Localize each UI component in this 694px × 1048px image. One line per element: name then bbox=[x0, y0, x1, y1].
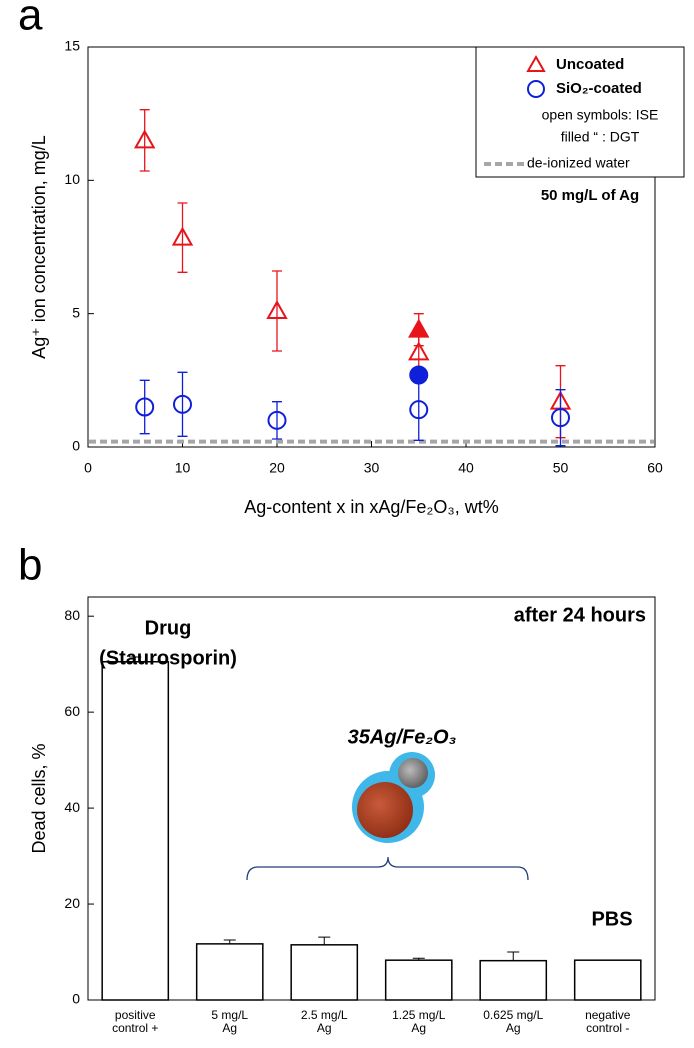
circle-marker bbox=[267, 410, 287, 430]
circle-marker bbox=[409, 365, 429, 385]
bar bbox=[573, 959, 642, 1001]
error-bar bbox=[318, 936, 331, 945]
x-tick-label: 0.625 mg/L bbox=[483, 1008, 543, 1022]
y-tick-label: 60 bbox=[64, 703, 80, 719]
bar bbox=[384, 959, 453, 1001]
bar bbox=[195, 943, 264, 1001]
legend-label: de-ionized water bbox=[527, 155, 630, 171]
x-tick-label: Ag bbox=[411, 1021, 426, 1035]
annotation: PBS bbox=[591, 908, 632, 930]
bar bbox=[290, 944, 359, 1001]
annotation: 35Ag/Fe₂O₃ bbox=[348, 726, 457, 748]
error-bar bbox=[177, 371, 188, 437]
x-tick-label: 30 bbox=[364, 460, 380, 476]
triangle-marker bbox=[408, 341, 430, 361]
triangle-marker bbox=[133, 129, 156, 149]
x-tick-label: control + bbox=[112, 1021, 158, 1035]
x-tick-label: 2.5 mg/L bbox=[301, 1008, 348, 1022]
annotation: after 24 hours bbox=[514, 604, 646, 626]
x-tick-label: 40 bbox=[458, 460, 474, 476]
error-bar bbox=[129, 656, 142, 662]
circle-marker bbox=[135, 397, 155, 417]
legend-box bbox=[475, 46, 685, 178]
panel-label: a bbox=[18, 0, 43, 40]
x-tick-label: Ag bbox=[506, 1021, 521, 1035]
y-tick-label: 0 bbox=[72, 991, 80, 1007]
circle-marker bbox=[173, 394, 192, 414]
x-tick-label: 60 bbox=[647, 460, 663, 476]
circle-marker bbox=[551, 408, 570, 428]
x-tick-label: positive bbox=[115, 1008, 156, 1022]
x-tick-label: 0 bbox=[84, 460, 92, 476]
y-tick-label: 20 bbox=[64, 895, 80, 911]
error-bar bbox=[555, 389, 566, 447]
error-bar bbox=[139, 109, 150, 172]
legend-label: SiO₂-coated bbox=[556, 80, 642, 97]
bracket bbox=[246, 856, 529, 881]
y-tick-label: 5 bbox=[72, 304, 80, 320]
y-tick-label: 15 bbox=[64, 38, 80, 54]
triangle-marker bbox=[171, 226, 194, 246]
y-tick-label: 0 bbox=[72, 438, 80, 454]
x-tick-label: control - bbox=[586, 1021, 629, 1035]
error-bar bbox=[507, 951, 520, 961]
x-axis-label: Ag-content x in xAg/Fe₂O₃, wt% bbox=[244, 497, 498, 517]
y-axis-label: Ag⁺ ion concentration, mg/L bbox=[29, 135, 49, 359]
legend-marker bbox=[526, 54, 546, 72]
x-tick-label: negative bbox=[585, 1008, 631, 1022]
annotation: 50 mg/L of Ag bbox=[541, 187, 639, 204]
error-bar bbox=[272, 401, 282, 440]
bar bbox=[479, 959, 548, 1001]
legend-note: filled “ : DGT bbox=[561, 129, 640, 145]
x-tick-label: Ag bbox=[222, 1021, 237, 1035]
y-tick-label: 40 bbox=[64, 799, 80, 815]
error-bar bbox=[272, 270, 282, 352]
plot-frame bbox=[87, 596, 656, 1001]
circle-marker bbox=[409, 400, 429, 420]
particle-icon bbox=[352, 752, 435, 843]
x-tick-label: Ag bbox=[317, 1021, 332, 1035]
bar bbox=[101, 661, 170, 1001]
triangle-marker bbox=[266, 299, 288, 319]
annotation: Drug bbox=[145, 617, 192, 639]
x-tick-label: 5 mg/L bbox=[211, 1008, 248, 1022]
panel-label: b bbox=[18, 541, 42, 590]
annotation: (Staurosporin) bbox=[99, 647, 237, 669]
legend-note: open symbols: ISE bbox=[542, 107, 659, 123]
error-bar bbox=[177, 202, 188, 273]
x-tick-label: 20 bbox=[269, 460, 285, 476]
y-tick-label: 10 bbox=[64, 171, 80, 187]
x-tick-label: 1.25 mg/L bbox=[392, 1008, 446, 1022]
error-bar bbox=[139, 379, 150, 435]
triangle-marker bbox=[408, 318, 430, 338]
y-axis-label: Dead cells, % bbox=[29, 743, 49, 853]
y-tick-label: 80 bbox=[64, 607, 80, 623]
x-tick-label: 50 bbox=[553, 460, 569, 476]
legend-label: Uncoated bbox=[556, 56, 624, 73]
legend-marker bbox=[527, 80, 545, 98]
x-tick-label: 10 bbox=[175, 460, 191, 476]
